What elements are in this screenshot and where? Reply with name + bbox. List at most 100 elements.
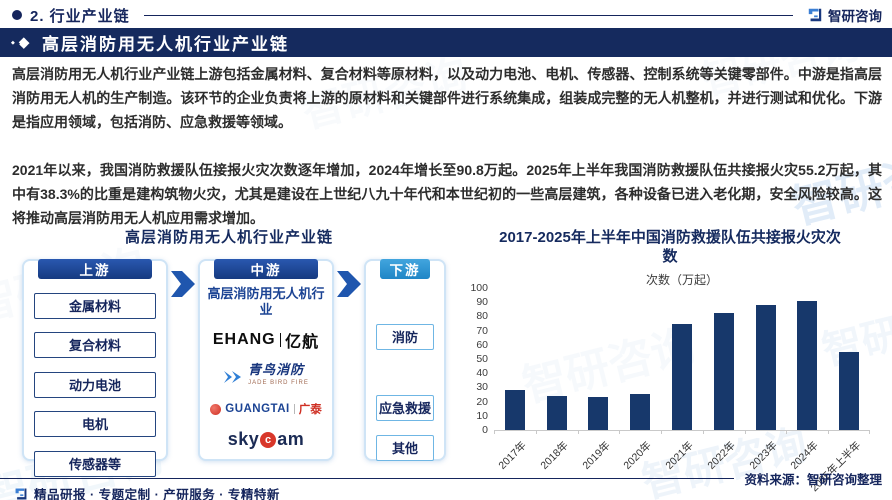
x-axis-tick [744, 430, 746, 434]
diamond-icon: ◆ ◆ ◆ [11, 33, 30, 51]
upstream-column: 上游 金属材料复合材料动力电池电机传感器等 [22, 259, 168, 477]
guangtai-logo-en: GUANGTAI [225, 403, 290, 415]
upstream-items: 金属材料复合材料动力电池电机传感器等 [24, 292, 166, 477]
brand-logo-icon [15, 488, 27, 499]
brand-logo-icon [808, 8, 822, 22]
jadebird-logo: 青鸟消防 JADE BIRD FIRE [223, 362, 309, 389]
downstream-item: 消防 [376, 324, 434, 350]
midstream-label: 高层消防用无人机行业 [207, 286, 325, 317]
jadebird-logo-en: JADE BIRD FIRE [248, 380, 309, 386]
downstream-item: 其他 [376, 434, 434, 461]
x-axis-tick [619, 430, 621, 434]
x-axis-tick [661, 430, 663, 434]
x-axis-tick [828, 430, 830, 434]
guangtai-logo: GUANGTAI 广泰 [210, 401, 322, 417]
chart-plot-wrap: 次数（万起） 0 10 20 30 40 50 60 70 80 90 100 2017年 2018年… [470, 273, 870, 494]
skycam-logo: sky c am [228, 429, 305, 450]
chevron-right-icon [171, 271, 195, 297]
guangtai-logo-cn: 广泰 [298, 404, 322, 416]
y-axis-tick-label: 80 [476, 310, 488, 323]
y-axis-tick-label: 20 [476, 395, 488, 408]
footer-tagline: 精品研报 · 专题定制 · 产研服务 · 专精特新 [34, 488, 280, 500]
x-axis-label: 2017年 [496, 439, 529, 472]
bar-2019年 [588, 396, 609, 430]
upstream-item: 电机 [34, 411, 156, 437]
downstream-column: 下游 消防应急救援其他 [364, 259, 446, 461]
bullet-dot-icon [12, 10, 22, 20]
x-axis-label: 2019年 [579, 439, 613, 472]
midstream-company-logos: EHANG 亿航 青鸟消防 JADE BIRD FIRE [200, 328, 332, 450]
downstream-item: 应急救援 [376, 395, 434, 421]
ehang-logo: EHANG 亿航 [213, 328, 319, 352]
y-axis-tick-label: 90 [476, 296, 488, 309]
jadebird-arrow-icon [224, 370, 242, 383]
y-axis-tick-label: 10 [476, 409, 488, 422]
bar-2021年 [672, 323, 692, 430]
upstream-header: 上游 [38, 259, 152, 279]
upstream-item: 复合材料 [34, 332, 156, 358]
x-axis-tick [702, 430, 704, 434]
paragraph-industry-chain: 高层消防用无人机行业产业链上游包括金属材料、复合材料等原材料，以及动力电池、电机… [12, 66, 882, 130]
x-axis-label: 2024年 [788, 439, 822, 472]
bar-2017年 [504, 390, 525, 430]
y-axis-tick-label: 60 [476, 338, 488, 351]
y-axis-tick-label: 50 [476, 353, 488, 365]
x-axis-label: 2018年 [538, 439, 571, 472]
bar-2023年 [755, 305, 776, 430]
page-header: 2. 行业产业链 智研咨询 [12, 5, 882, 25]
source-row: 资料来源：智研咨询整理 [0, 469, 882, 488]
ehang-logo-divider [279, 333, 282, 347]
y-axis-tick-label: 40 [476, 367, 488, 380]
page-footer: 精品研报 · 专题定制 · 产研服务 · 专精特新 [14, 484, 280, 500]
brand-logo: 智研咨询 [807, 5, 882, 25]
guangtai-badge-icon [210, 403, 222, 415]
bar-2020年 [630, 394, 651, 430]
x-axis-tick [535, 430, 537, 434]
upstream-item: 金属材料 [34, 292, 156, 319]
paragraph-fire-stats: 2021年以来，我国消防救援队伍接报火灾次数逐年增加，2024年增长至90.8万… [12, 162, 882, 226]
bar-2024年 [797, 301, 818, 430]
chart-legend: 次数（万起） [645, 273, 718, 287]
upstream-item: 动力电池 [34, 371, 156, 398]
arrow-midstream-downstream [334, 259, 364, 299]
y-axis-tick-label: 0 [482, 424, 488, 436]
chart-plot: 0 10 20 30 40 50 60 70 80 90 100 [470, 282, 870, 436]
y-axis-tick-label: 70 [476, 324, 488, 337]
arrow-upstream-midstream [168, 259, 198, 299]
midstream-header: 中游 [214, 259, 318, 279]
x-axis-label: 2022年 [705, 439, 738, 472]
skycam-logo-left: sky [227, 429, 260, 449]
x-axis-tick [869, 430, 870, 434]
source-rule [0, 478, 735, 479]
bar-2025年上半年 [839, 351, 860, 430]
x-axis-label: 2023年 [747, 439, 780, 472]
x-axis-label: 2020年 [621, 439, 655, 472]
x-axis-tick [494, 430, 495, 434]
ehang-logo-en: EHANG [212, 331, 276, 348]
bar-2022年 [713, 312, 734, 430]
x-axis-tick [577, 430, 579, 434]
section-label: 2. 行业产业链 [30, 7, 130, 25]
brand-name: 智研咨询 [828, 9, 882, 24]
title-banner: ◆ ◆ ◆ 高层消防用无人机行业产业链 [0, 28, 892, 57]
diagram-title: 高层消防用无人机行业产业链 [124, 229, 333, 246]
upstream-item: 传感器等 [34, 450, 156, 477]
skycam-logo-c-icon: c [260, 431, 277, 448]
downstream-header: 下游 [380, 259, 430, 279]
midstream-column: 中游 高层消防用无人机行业 EHANG 亿航 青鸟消防 [198, 259, 334, 461]
header-rule [143, 14, 793, 16]
source-note: 资料来源：智研咨询整理 [744, 473, 882, 487]
jadebird-logo-cn: 青鸟消防 [248, 362, 305, 377]
industry-chain-diagram: 高层消防用无人机行业产业链 上游 金属材料复合材料动力电池电机传感器等 中游 高… [12, 226, 446, 477]
chevron-right-icon [337, 271, 361, 297]
ehang-logo-cn: 亿航 [285, 334, 320, 351]
guangtai-logo-divider [293, 404, 295, 414]
y-axis-tick-label: 100 [470, 282, 488, 294]
y-axis-tick-label: 30 [476, 381, 488, 394]
skycam-logo-right: am [277, 429, 305, 449]
fire-incidents-chart: 2017-2025年上半年中国消防救援队伍共接报火灾次数 次数（万起） 0 10 2… [452, 226, 888, 494]
x-axis-label: 2021年 [663, 439, 696, 472]
bar-2018年 [546, 396, 567, 430]
x-axis-tick [786, 430, 788, 434]
